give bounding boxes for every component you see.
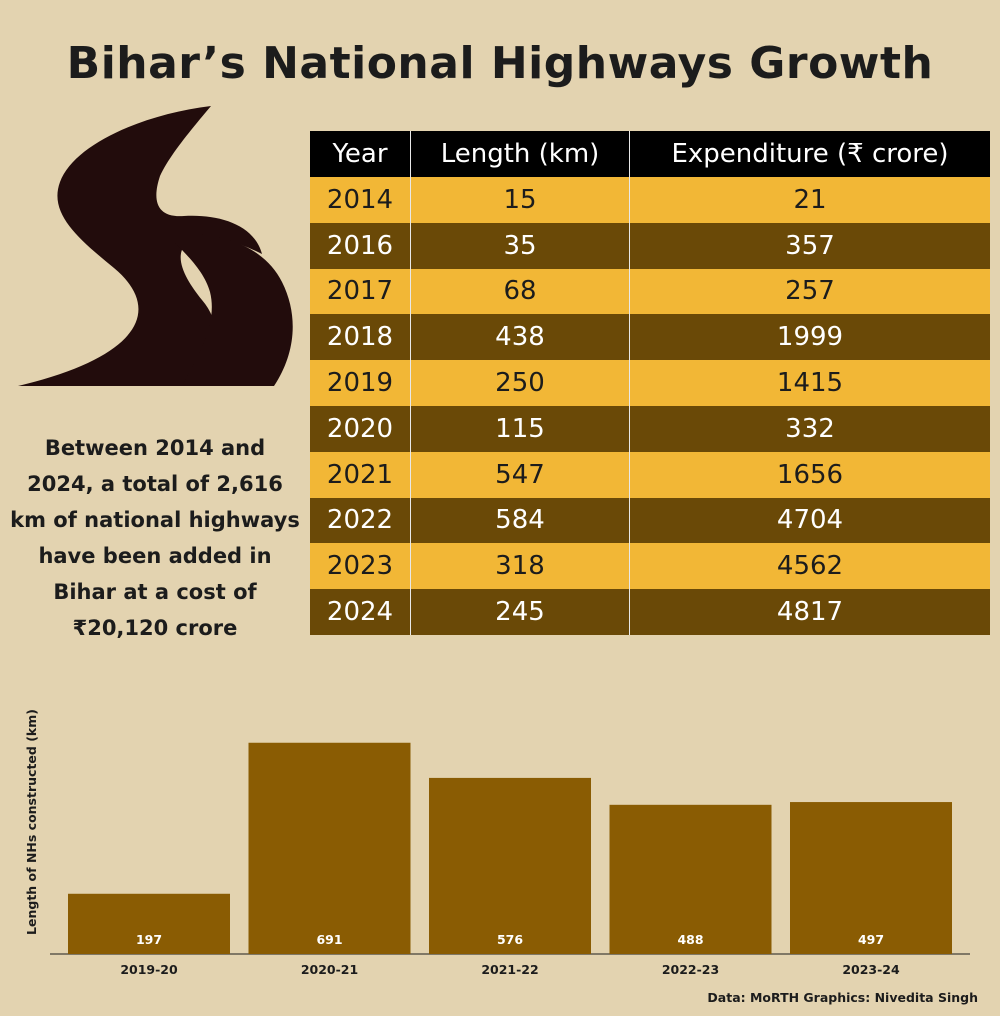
cell-length: 318: [410, 543, 630, 590]
cell-year: 2016: [310, 222, 411, 269]
table-header-row: Year Length (km) Expenditure (₹ crore): [310, 131, 990, 177]
cell-year: 2021: [310, 451, 411, 498]
cell-expenditure: 1999: [629, 314, 990, 361]
cell-expenditure: 1415: [629, 360, 990, 406]
y-axis-label: Length of NHs constructed (km): [24, 709, 39, 935]
road-icon: [18, 106, 293, 386]
table-row: 2018 438 1999: [310, 314, 990, 361]
cell-expenditure: 4817: [629, 589, 990, 635]
x-tick-label-2023-24: 2023-24: [842, 962, 900, 977]
cell-expenditure: 21: [629, 177, 990, 223]
highways-table: Year Length (km) Expenditure (₹ crore) 2…: [310, 131, 990, 635]
cell-expenditure: 4562: [629, 543, 990, 590]
cell-year: 2017: [310, 268, 411, 315]
table-row: 2024 245 4817: [310, 589, 990, 635]
cell-year: 2024: [310, 589, 411, 635]
data-label-2021-22: 576: [497, 932, 523, 947]
table-row: 2019 250 1415: [310, 360, 990, 406]
table-row: 2014 15 21: [310, 177, 990, 223]
table-row: 2020 115 332: [310, 405, 990, 452]
cell-year: 2014: [310, 177, 411, 223]
data-label-2022-23: 488: [677, 932, 703, 947]
cell-length: 250: [410, 360, 630, 406]
cell-length: 438: [410, 314, 630, 361]
table-row: 2023 318 4562: [310, 543, 990, 590]
bars-group: 197 2019-20 691 2020-21 576 2021-22 488 2022-23…: [68, 742, 952, 977]
data-label-2020-21: 691: [316, 932, 342, 947]
cell-expenditure: 332: [629, 405, 990, 452]
bar-2019-20: [68, 893, 230, 954]
data-label-2023-24: 497: [858, 932, 884, 947]
table-row: 2022 584 4704: [310, 497, 990, 544]
x-tick-label-2019-20: 2019-20: [120, 962, 178, 977]
cell-expenditure: 357: [629, 222, 990, 269]
cell-year: 2019: [310, 360, 411, 406]
x-tick-label-2021-22: 2021-22: [481, 962, 538, 977]
bar-2020-21: [248, 742, 411, 954]
header-year: Year: [310, 131, 411, 177]
page-title: Bihar’s National Highways Growth: [66, 38, 934, 89]
table-row: 2021 547 1656: [310, 451, 990, 498]
cell-length: 115: [410, 405, 630, 452]
cell-length: 15: [410, 177, 630, 223]
header-expenditure: Expenditure (₹ crore): [629, 131, 990, 177]
cell-length: 68: [410, 268, 630, 315]
cell-year: 2018: [310, 314, 411, 361]
bar-2023-24: [790, 802, 952, 954]
cell-expenditure: 257: [629, 268, 990, 315]
source-credit: Data: MoRTH Graphics: Nivedita Singh: [707, 990, 978, 1005]
cell-expenditure: 1656: [629, 451, 990, 498]
cell-length: 245: [410, 589, 630, 635]
cell-length: 547: [410, 451, 630, 498]
cell-year: 2022: [310, 497, 411, 544]
bar-2021-22: [429, 777, 591, 954]
x-tick-label-2022-23: 2022-23: [662, 962, 719, 977]
table-row: 2017 68 257: [310, 268, 990, 315]
cell-length: 584: [410, 497, 630, 544]
table-row: 2016 35 357: [310, 222, 990, 269]
summary-text: Between 2014 and 2024, a total of 2,616 …: [10, 436, 300, 640]
bar-2022-23: [609, 804, 772, 954]
cell-expenditure: 4704: [629, 497, 990, 544]
bar-chart: Length of NHs constructed (km) 197 2019-2…: [24, 709, 970, 977]
cell-length: 35: [410, 222, 630, 269]
cell-year: 2023: [310, 543, 411, 590]
header-length: Length (km): [410, 131, 630, 177]
cell-year: 2020: [310, 405, 411, 452]
x-tick-label-2020-21: 2020-21: [301, 962, 358, 977]
data-label-2019-20: 197: [136, 932, 162, 947]
